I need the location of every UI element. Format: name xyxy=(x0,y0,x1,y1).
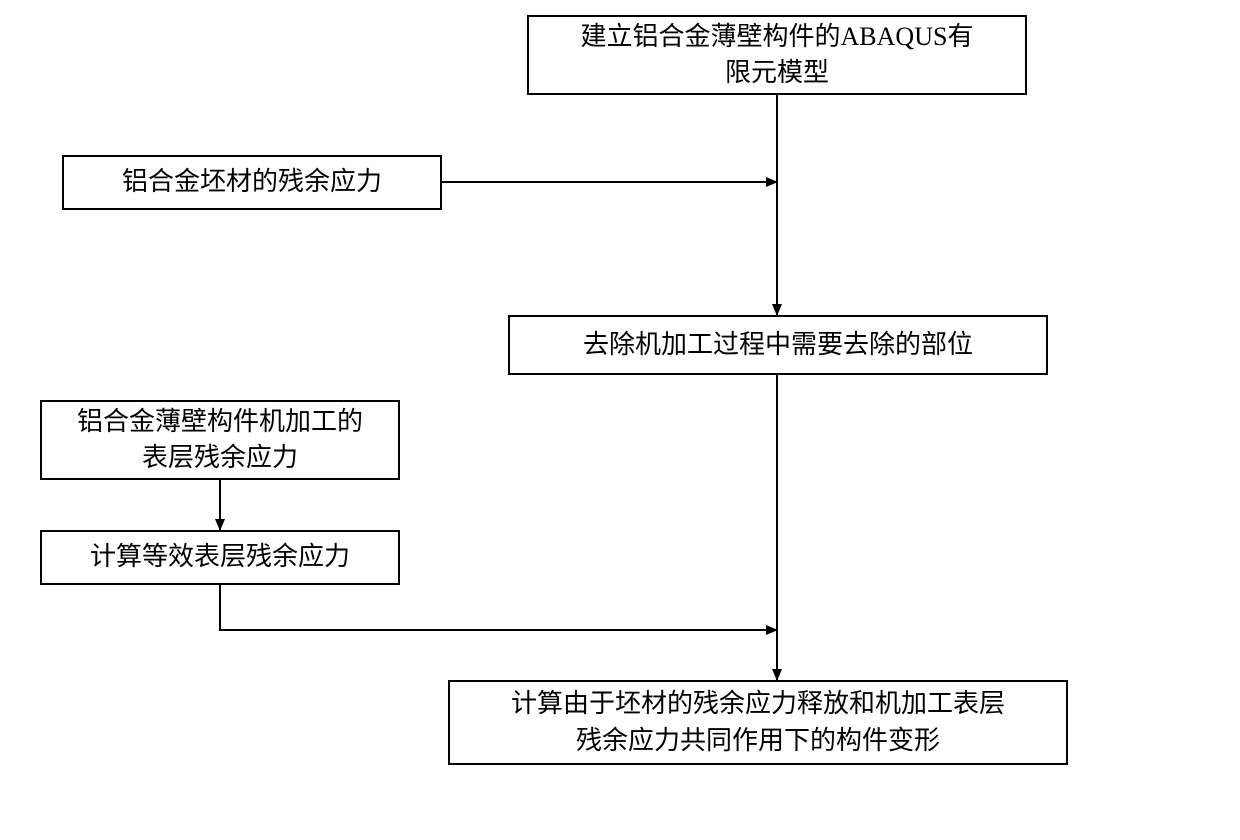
flowchart-node-2: 铝合金坯材的残余应力 xyxy=(62,155,442,210)
flowchart-node-6: 计算由于坯材的残余应力释放和机加工表层残余应力共同作用下的构件变形 xyxy=(448,680,1068,765)
flowchart-node-5: 计算等效表层残余应力 xyxy=(40,530,400,585)
node-1-label: 建立铝合金薄壁构件的ABAQUS有限元模型 xyxy=(581,19,974,92)
flowchart-node-3: 去除机加工过程中需要去除的部位 xyxy=(508,315,1048,375)
node-4-label: 铝合金薄壁构件机加工的表层残余应力 xyxy=(77,404,363,477)
node-3-label: 去除机加工过程中需要去除的部位 xyxy=(583,327,973,363)
node-2-label: 铝合金坯材的残余应力 xyxy=(122,164,382,200)
node-5-label: 计算等效表层残余应力 xyxy=(90,539,350,575)
flowchart-node-4: 铝合金薄壁构件机加工的表层残余应力 xyxy=(40,400,400,480)
flowchart-node-1: 建立铝合金薄壁构件的ABAQUS有限元模型 xyxy=(527,15,1027,95)
node-6-label: 计算由于坯材的残余应力释放和机加工表层残余应力共同作用下的构件变形 xyxy=(511,686,1005,759)
